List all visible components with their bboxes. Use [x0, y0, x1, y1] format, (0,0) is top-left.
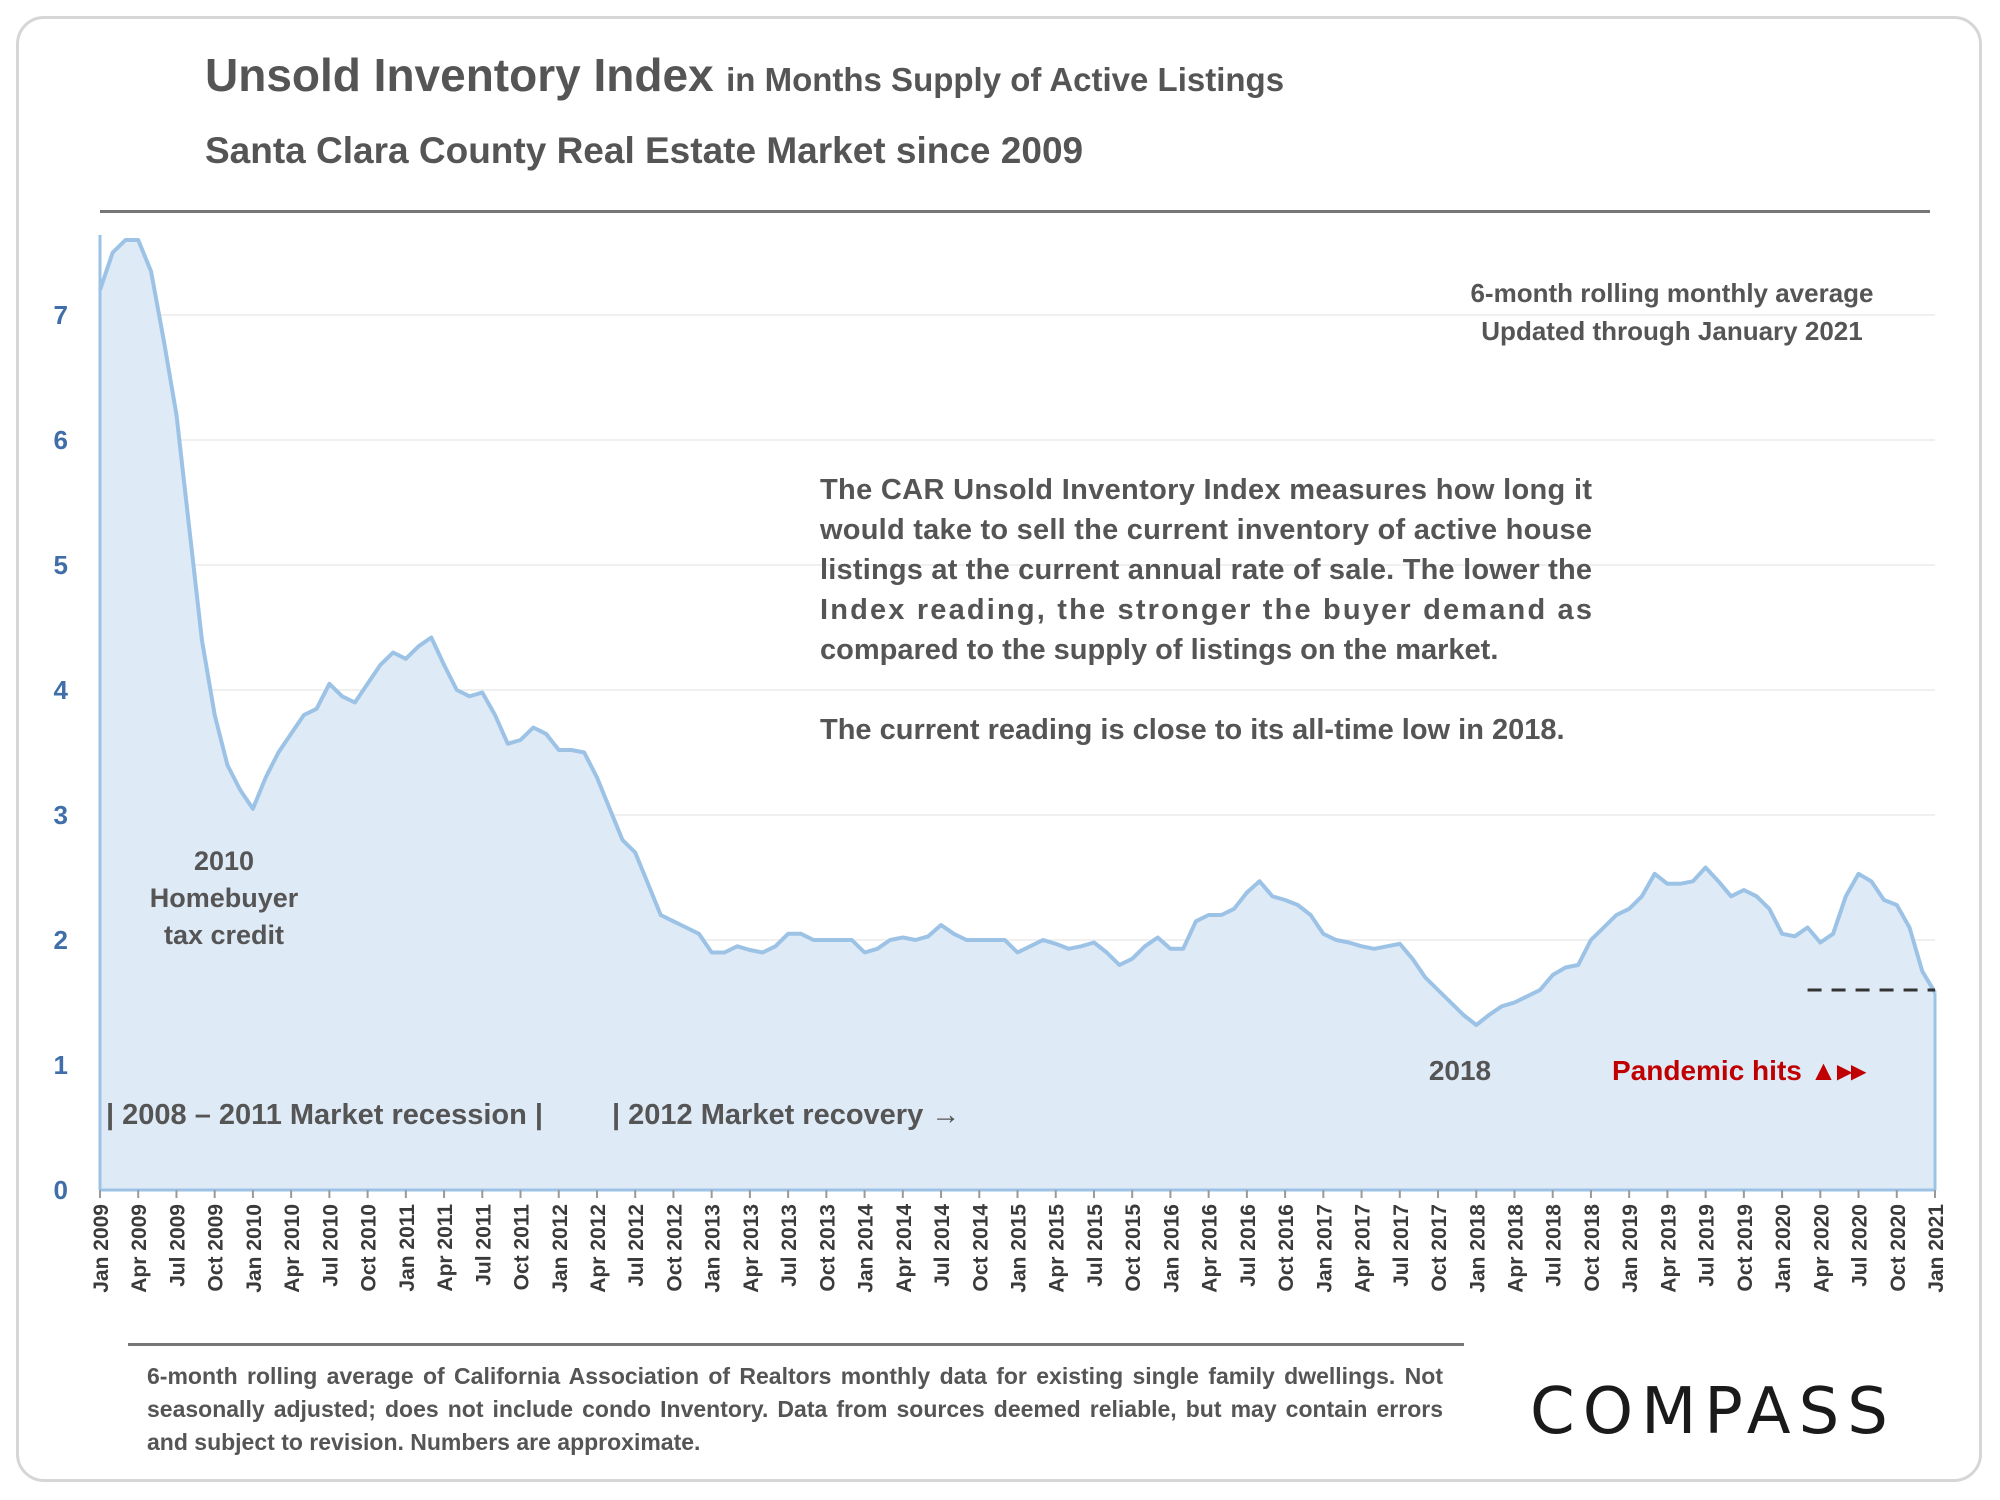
top-divider: [100, 210, 1930, 213]
x-tick-label: Apr 2018: [1504, 1204, 1527, 1293]
x-tick-label: Jan 2011: [396, 1204, 419, 1292]
x-tick-label: Oct 2013: [816, 1204, 839, 1292]
x-tick-label: Jan 2021: [1925, 1204, 1948, 1293]
x-tick-label: Jul 2011: [472, 1204, 495, 1286]
recovery-label: | 2012 Market recovery →: [612, 1099, 960, 1131]
x-tick-label: Jan 2009: [90, 1204, 113, 1293]
x-tick-label: Jan 2010: [243, 1204, 266, 1293]
y-tick-label: 5: [54, 550, 68, 580]
x-tick-label: Jan 2018: [1466, 1204, 1489, 1293]
chart-subtitle: Santa Clara County Real Estate Market si…: [205, 130, 1084, 171]
y-tick-label: 4: [54, 675, 69, 705]
y-tick-label: 3: [54, 800, 68, 830]
x-tick-label: Oct 2020: [1887, 1204, 1910, 1292]
compass-logo: COMPASS: [1530, 1375, 1896, 1449]
x-tick-label: Oct 2015: [1122, 1204, 1145, 1292]
x-tick-label: Apr 2009: [128, 1204, 151, 1293]
footnote: 6-month rolling average of California As…: [147, 1363, 1443, 1455]
x-tick-label: Apr 2011: [434, 1204, 457, 1292]
x-tick-label: Jan 2015: [1008, 1204, 1031, 1293]
description-line-2: would take to sell the current inventory…: [819, 514, 1592, 546]
x-tick-label: Jul 2012: [625, 1204, 648, 1287]
label-2018: 2018: [1429, 1055, 1491, 1086]
x-tick-label: Apr 2016: [1199, 1204, 1222, 1293]
y-tick-label: 6: [54, 425, 68, 455]
x-tick-label: Jul 2013: [778, 1204, 801, 1287]
x-tick-label: Apr 2013: [740, 1204, 763, 1293]
x-tick-label: Jan 2017: [1313, 1204, 1336, 1293]
x-tick-label: Jan 2020: [1772, 1204, 1795, 1293]
x-tick-label: Apr 2015: [1046, 1204, 1069, 1293]
x-tick-label: Apr 2020: [1810, 1204, 1833, 1293]
rolling-note-1: 6-month rolling monthly average: [1470, 278, 1873, 308]
x-tick-label: Jul 2016: [1237, 1204, 1260, 1287]
x-tick-label: Jul 2020: [1849, 1204, 1872, 1287]
x-tick-label: Apr 2010: [281, 1204, 304, 1293]
description-block: The CAR Unsold Inventory Index measures …: [819, 474, 1592, 746]
series-line: [98, 238, 1937, 1027]
homebuyer-line-3: tax credit: [164, 920, 284, 950]
x-tick-label: Apr 2019: [1657, 1204, 1680, 1293]
y-tick-label: 1: [54, 1050, 68, 1080]
x-tick-label: Apr 2012: [587, 1204, 610, 1293]
title-sub: in Months Supply of Active Listings: [726, 61, 1285, 98]
y-axis-ticks: 0 1 2 3 4 5 6 7: [54, 300, 69, 1205]
x-tick-label: Jul 2010: [319, 1204, 342, 1287]
x-tick-label: Apr 2014: [893, 1204, 916, 1293]
bottom-divider: [128, 1343, 1464, 1346]
description-line-4: Index reading, the stronger the buyer de…: [820, 594, 1592, 626]
x-tick-label: Jul 2017: [1390, 1204, 1413, 1287]
homebuyer-line-2: Homebuyer: [150, 883, 299, 913]
x-tick-label: Oct 2009: [205, 1204, 228, 1292]
x-tick-label: Jan 2016: [1160, 1204, 1183, 1293]
x-tick-label: Jul 2018: [1543, 1204, 1566, 1287]
x-tick-label: Oct 2019: [1734, 1204, 1757, 1292]
rolling-note-2: Updated through January 2021: [1481, 316, 1862, 346]
x-tick-label: Jul 2009: [166, 1204, 189, 1287]
y-tick-label: 7: [54, 300, 68, 330]
chart-title: Unsold Inventory Index in Months Supply …: [205, 48, 1284, 102]
pandemic-label: Pandemic hits ▲▸▸: [1612, 1055, 1867, 1086]
x-tick-label: Jan 2014: [855, 1204, 878, 1293]
x-tick-label: Oct 2012: [663, 1204, 686, 1292]
x-tick-label: Oct 2018: [1581, 1204, 1604, 1292]
x-tick-label: Jan 2013: [702, 1204, 725, 1293]
area-fill: [100, 240, 1935, 1190]
y-tick-label: 2: [54, 925, 68, 955]
x-tick-label: Oct 2014: [969, 1204, 992, 1292]
x-tick-label: Oct 2011: [511, 1204, 534, 1291]
description-line-3: listings at the current annual rate of s…: [820, 554, 1592, 586]
x-tick-label: Oct 2016: [1275, 1204, 1298, 1292]
current-reading: The current reading is close to its all-…: [820, 714, 1565, 746]
x-tick-label: Jul 2019: [1696, 1204, 1719, 1287]
x-tick-label: Jul 2015: [1084, 1204, 1107, 1287]
description-line-1: The CAR Unsold Inventory Index measures …: [820, 474, 1592, 506]
x-tick-label: Oct 2017: [1428, 1204, 1451, 1292]
x-tick-label: Jan 2019: [1619, 1204, 1642, 1293]
x-tick-label: Jul 2014: [931, 1204, 954, 1287]
x-tick-label: Jan 2012: [549, 1204, 572, 1293]
x-axis-ticks: Jan 2009 Apr 2009 Jul 2009 Oct 2009 Jan 2010…: [90, 1190, 1948, 1293]
y-tick-label: 0: [54, 1175, 68, 1205]
x-tick-label: Apr 2017: [1352, 1204, 1375, 1293]
x-tick-label: Oct 2010: [358, 1204, 381, 1292]
homebuyer-line-1: 2010: [194, 846, 254, 876]
description-line-5: compared to the supply of listings on th…: [820, 634, 1498, 666]
recession-label: | 2008 – 2011 Market recession |: [106, 1099, 543, 1131]
homebuyer-annotation: 2010 Homebuyer tax credit: [150, 846, 299, 950]
title-main: Unsold Inventory Index: [205, 49, 714, 101]
